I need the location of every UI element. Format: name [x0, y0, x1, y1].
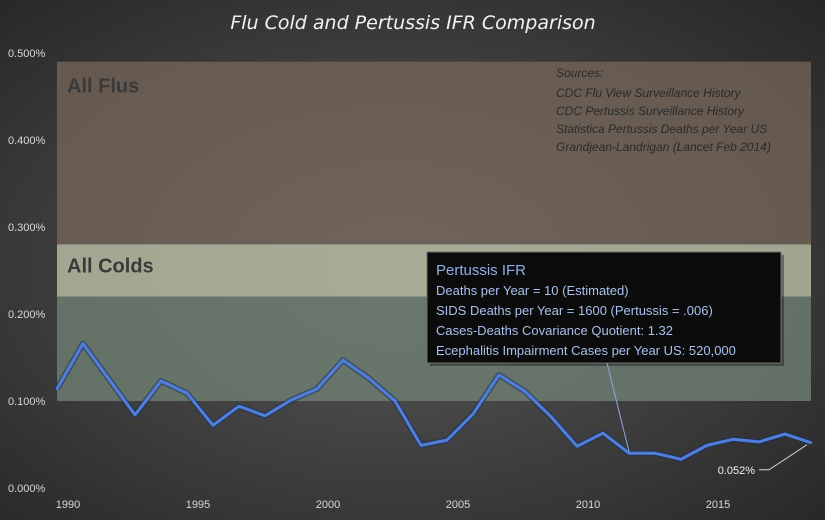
data-point: [133, 413, 137, 417]
data-point: [575, 445, 579, 448]
data-point: [263, 414, 267, 417]
y-tick-label: 0.200%: [8, 309, 46, 321]
data-point: [289, 398, 293, 402]
x-tick-label: 2000: [316, 499, 340, 511]
data-point: [471, 412, 475, 416]
info-box-line: Cases-Deaths Covariance Quotient: 1.32: [436, 323, 673, 338]
info-box: Pertussis IFR Deaths per Year = 10 (Estim…: [426, 251, 784, 452]
source-line: CDC Pertussis Surveillance History: [556, 104, 745, 118]
last-value-label: 0.052%: [718, 465, 756, 477]
x-tick-label: 1995: [186, 499, 210, 511]
data-point: [523, 390, 527, 393]
y-tick-label: 0.000%: [8, 483, 46, 495]
data-point: [211, 424, 215, 427]
x-tick-label: 1990: [56, 499, 80, 511]
series-line-pertussis-ifr: [55, 342, 812, 461]
x-tick-label: 2005: [446, 499, 470, 511]
data-point: [653, 452, 657, 455]
source-line: Grandjean-Landrigan (Lancet Feb 2014): [556, 140, 771, 154]
sources-note: Sources: CDC Flu View Surveillance Histor…: [556, 66, 771, 154]
data-point: [315, 387, 319, 391]
x-tick-label: 2015: [706, 499, 730, 511]
y-tick-label: 0.100%: [8, 396, 46, 408]
point-label-leader: [759, 444, 808, 471]
data-point: [705, 444, 709, 447]
info-box-frame: [426, 251, 782, 364]
sources-heading: Sources:: [556, 66, 603, 80]
data-point: [497, 373, 501, 377]
y-tick-label: 0.400%: [8, 135, 46, 147]
source-line: CDC Flu View Surveillance History: [556, 86, 742, 100]
data-point: [419, 444, 423, 447]
band-label-all-colds: All Colds: [67, 255, 154, 277]
y-axis: 0.000% 0.100% 0.200% 0.300% 0.400% 0.500%: [8, 48, 46, 495]
data-point: [367, 377, 371, 380]
data-point: [445, 438, 449, 442]
data-point: [731, 438, 735, 441]
data-point: [237, 405, 241, 408]
data-point: [55, 387, 59, 391]
x-axis: 1990 1995 2000 2005 2010 2015: [56, 499, 730, 511]
data-point: [627, 452, 631, 455]
series-layer: [54, 340, 813, 463]
source-line: Statistica Pertussis Deaths per Year US: [556, 122, 767, 136]
data-point: [159, 379, 163, 383]
annotations-layer: 0.052%: [718, 444, 808, 477]
y-tick-label: 0.300%: [8, 222, 46, 234]
band-all-flus: [57, 61, 811, 245]
info-box-line: Ecephalitis Impairment Cases per Year US…: [436, 343, 736, 358]
data-point: [549, 415, 553, 418]
chart-title: Flu Cold and Pertussis IFR Comparison: [230, 12, 595, 34]
data-point: [757, 440, 761, 444]
data-point: [601, 431, 605, 435]
y-tick-label: 0.500%: [8, 48, 46, 60]
info-box-line: SIDS Deaths per Year = 1600 (Pertussis =…: [436, 303, 713, 318]
info-box-title: Pertussis IFR: [436, 262, 526, 279]
data-point: [107, 378, 111, 381]
info-box-pointer: [606, 362, 630, 452]
band-label-all-flus: All Flus: [67, 76, 139, 98]
data-point: [341, 358, 345, 362]
data-point: [81, 342, 85, 345]
data-point: [393, 399, 397, 403]
data-point: [809, 441, 813, 444]
data-point: [679, 458, 683, 461]
x-tick-label: 2010: [576, 499, 600, 511]
data-point: [185, 391, 189, 395]
data-point: [783, 432, 787, 436]
info-box-line: Deaths per Year = 10 (Estimated): [436, 283, 629, 298]
